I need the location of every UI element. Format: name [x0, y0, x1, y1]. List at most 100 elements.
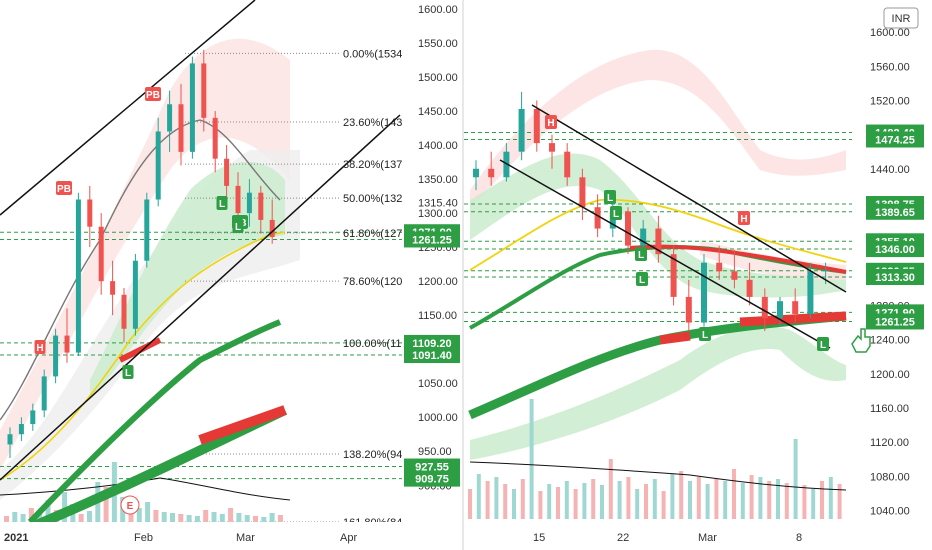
volume-bar-0 [4, 516, 9, 522]
candle-body-21 [246, 192, 252, 214]
right-marker-label-7: L [820, 340, 826, 351]
volume-bar-29 [244, 515, 250, 522]
right-price-tag-label-7: 1313.30 [875, 272, 915, 284]
right-volume-bar-10 [556, 487, 560, 519]
fib-label-4: 61.80%(1271 [343, 228, 408, 240]
right-volume-bar-7 [529, 399, 534, 519]
right-marker-bg-4 [636, 272, 648, 286]
left-yellow-ma [0, 231, 286, 481]
right-candle-body-22 [807, 271, 814, 314]
right-candle-body-7 [579, 177, 586, 208]
right-candle-body-11 [640, 228, 647, 246]
marker-bg-7 [120, 495, 140, 515]
right-marker-label-6: L [702, 330, 708, 341]
right-candlesticks [473, 91, 829, 332]
right-price-tag-bg-5 [866, 241, 924, 258]
right-volume-bar-24 [679, 471, 684, 519]
right-candle-body-14 [685, 296, 692, 323]
marker-label-3: L [125, 368, 131, 379]
left-price-tick-6: 1315.40 [418, 198, 458, 210]
volume-bar-22 [186, 515, 192, 522]
pane-divider [462, 0, 464, 550]
candle-body-12 [144, 199, 150, 261]
right-price-tick-13: 1080.00 [870, 471, 910, 483]
right-x-label-0: 15 [533, 532, 545, 544]
volume-bar-12 [103, 487, 109, 522]
left-price-tag-bg-2 [404, 334, 460, 351]
volume-bar-27 [228, 508, 234, 522]
candle-body-6 [75, 199, 81, 353]
currency-badge[interactable] [883, 7, 919, 29]
left-fib-labels: 0.00%(1534.7 23.60%(1434 38.20%(1372 50.00%… [343, 48, 408, 522]
right-price-tag-label-5: 1346.00 [875, 244, 915, 256]
right-candle-body-16 [716, 262, 723, 272]
right-marker-bg-5 [738, 211, 750, 225]
right-marker-label-1: L [607, 193, 613, 204]
right-x-label-2: Mar [698, 532, 717, 544]
right-volume-bar-3 [494, 477, 499, 519]
left-channel-bottom [0, 114, 401, 481]
right-volume-bars [468, 399, 847, 519]
candle-body-1 [18, 424, 24, 435]
candle-body-8 [98, 226, 104, 282]
volume-bar-23 [194, 516, 200, 522]
right-marker-bg-3 [635, 247, 647, 261]
fib-label-6: 100.00%(110 [343, 338, 408, 350]
right-volume-bar-28 [714, 479, 719, 519]
marker-label-1: PB [146, 90, 160, 101]
right-volume-bar-42 [837, 484, 842, 519]
right-price-axis: 1600.001560.001520.001480.001440.001400.… [866, 27, 924, 517]
right-candle-body-1 [488, 168, 495, 178]
right-price-tag-bg-3 [866, 203, 924, 220]
left-time-axis: 2021 Feb Mar Apr [4, 532, 357, 544]
volume-bar-7 [62, 492, 68, 522]
right-marker-bg-6 [699, 327, 711, 341]
volume-bar-9 [78, 514, 84, 522]
candle-body-11 [132, 260, 138, 329]
volume-bar-32 [269, 513, 275, 522]
right-price-tick-1: 1560.00 [870, 61, 910, 73]
right-volume-bar-17 [617, 481, 622, 519]
left-price-tag-bg-5 [404, 470, 460, 487]
right-candle-body-15 [701, 262, 707, 323]
volume-bar-4 [37, 513, 43, 522]
left-channel-top [0, 0, 256, 216]
left-x-label-1: Feb [134, 532, 153, 544]
volume-bar-28 [236, 513, 242, 522]
right-marker-label-3: L [638, 250, 644, 261]
right-marker-bg-2 [610, 206, 622, 220]
marker-bg-2 [34, 340, 46, 354]
right-volume-bar-40 [820, 481, 824, 519]
left-price-tick-13: 1000.00 [418, 412, 458, 424]
right-candle-body-23 [822, 270, 829, 272]
candle-body-3 [41, 376, 47, 411]
candle-body-22 [258, 192, 264, 220]
candle-body-0 [7, 434, 13, 445]
right-volume-bar-1 [476, 474, 481, 519]
right-volume-bar-21 [652, 479, 657, 519]
right-candle-body-18 [746, 279, 753, 297]
volume-bar-16 [136, 508, 142, 522]
right-price-tag-bg-7 [866, 268, 924, 285]
left-price-tick-4: 1400.00 [418, 140, 458, 152]
right-volume-bar-22 [661, 491, 666, 519]
right-marker-label-0: H [547, 118, 554, 129]
right-price-tag-label-1: 1474.25 [875, 135, 915, 147]
volume-bar-24 [203, 510, 209, 522]
right-candle-body-9 [609, 211, 616, 229]
volume-bar-31 [261, 517, 267, 522]
right-ma-200-red-segment-2 [659, 331, 691, 345]
right-marker-label-4: L [639, 275, 645, 286]
right-price-tick-9: 1240.00 [870, 335, 910, 347]
right-channel-top [531, 104, 847, 293]
candle-body-15 [178, 104, 184, 152]
marker-bg-4 [216, 196, 228, 210]
right-ma-50-red-segment [629, 244, 847, 274]
candle-body-20 [235, 185, 241, 214]
right-price-tick-10: 1200.00 [870, 369, 910, 381]
right-red-cloud-top [470, 49, 846, 211]
right-ma-200-red-segment [739, 311, 847, 327]
left-price-tag-bg-4 [404, 458, 460, 475]
